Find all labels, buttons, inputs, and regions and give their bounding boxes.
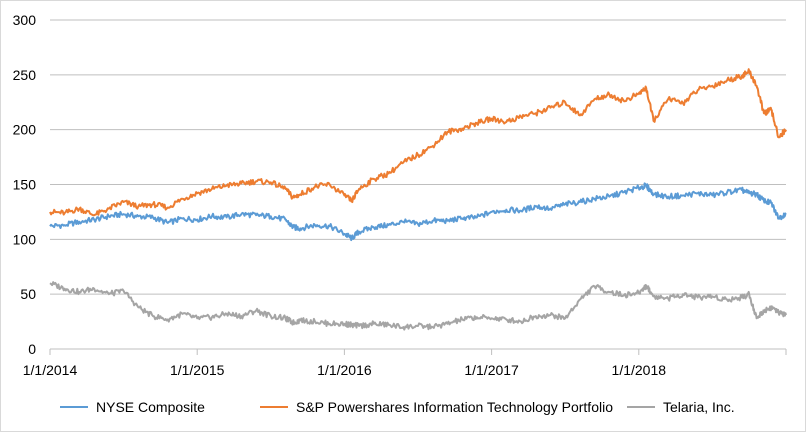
series-line [49, 68, 787, 217]
x-tick-label: 1/1/2018 [612, 362, 667, 378]
legend-label: NYSE Composite [96, 399, 205, 415]
x-tick-label: 1/1/2014 [23, 362, 78, 378]
y-tick-label: 200 [13, 122, 37, 138]
series-line [49, 182, 787, 242]
y-tick-label: 300 [13, 12, 37, 28]
y-tick-label: 100 [13, 231, 37, 247]
x-tick-label: 1/1/2016 [317, 362, 372, 378]
y-tick-label: 0 [28, 341, 36, 357]
y-axis-ticks: 0 50 100 150 200 250 300 [13, 12, 37, 357]
x-axis: 1/1/2014 1/1/2015 1/1/2016 1/1/2017 1/1/2018 [23, 348, 787, 378]
legend: NYSE Composite S&P Powershares Informatio… [60, 399, 735, 415]
legend-label: S&P Powershares Information Technology P… [296, 399, 613, 415]
x-tick-label: 1/1/2015 [170, 362, 225, 378]
x-tick-label: 1/1/2017 [464, 362, 519, 378]
series-line [49, 281, 787, 331]
series-layer [49, 68, 787, 331]
gridlines [50, 19, 786, 350]
y-tick-label: 250 [13, 67, 37, 83]
legend-label: Telaria, Inc. [663, 399, 735, 415]
y-tick-label: 150 [13, 177, 37, 193]
y-tick-label: 50 [20, 286, 36, 302]
